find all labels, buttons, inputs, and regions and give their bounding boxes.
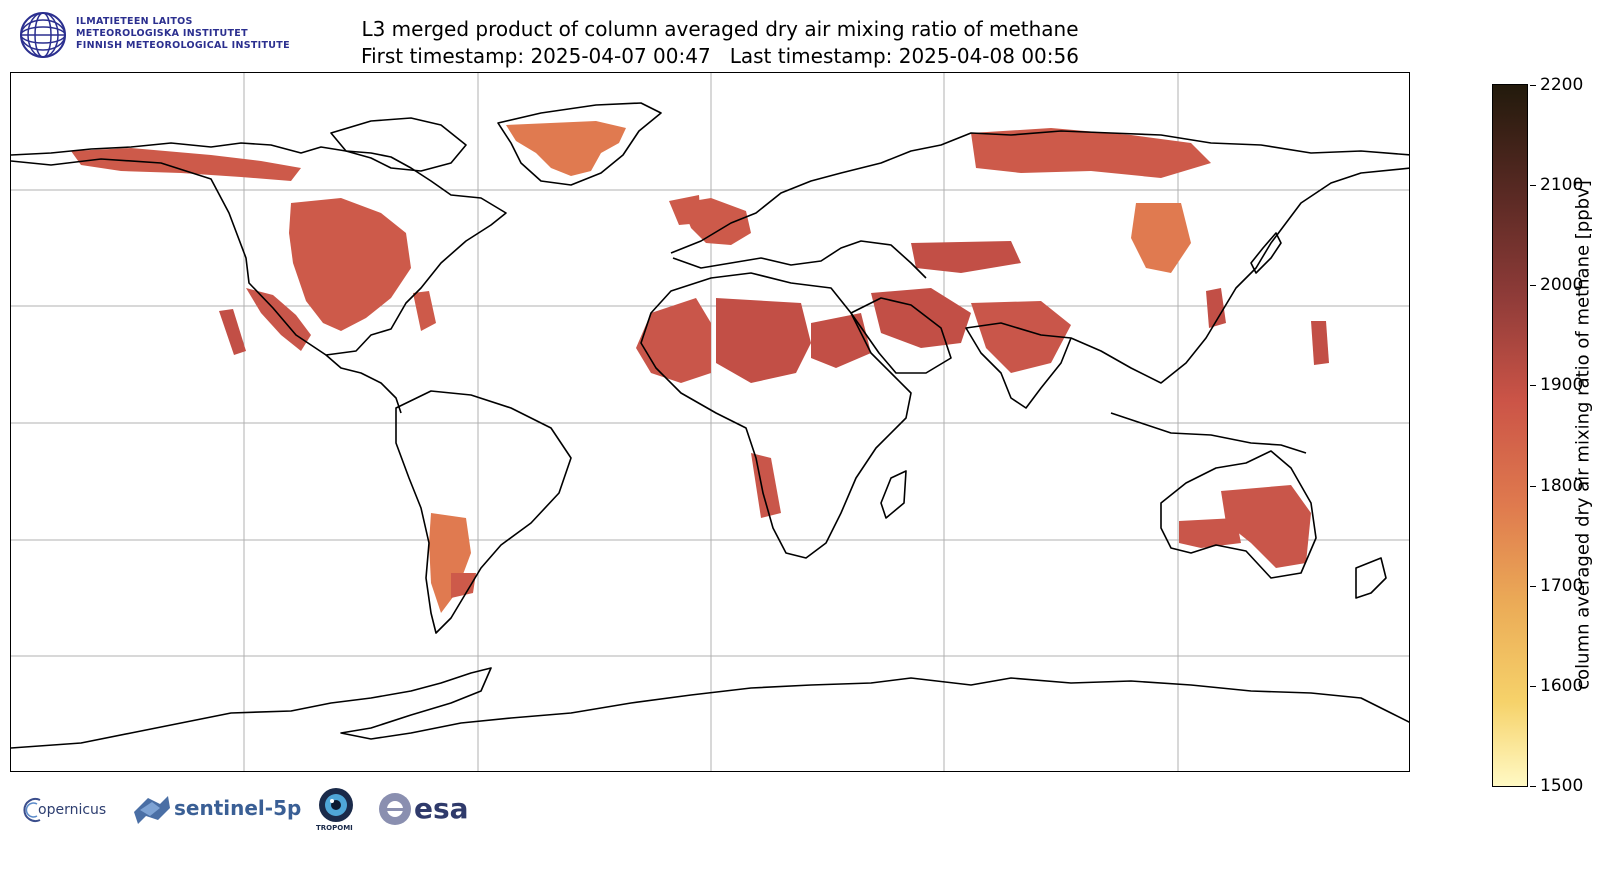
data-south-america [429,513,471,613]
colorbar-tick-label: 2100 [1540,175,1584,195]
coast-south-america [395,390,572,634]
footer-logos: opernicus sentinel-5p TROPOMI esa [20,788,500,850]
data-india [971,301,1071,373]
colorbar-tick [1530,185,1536,186]
data-east-africa [751,453,781,518]
data-canada-north [71,148,301,181]
data-australia [1221,485,1311,568]
coast-india [965,322,1072,409]
coast-antarctica [11,667,1409,749]
data-greenland [506,121,626,176]
fmi-name-swedish: METEOROLOGISKA INSTITUTET [76,28,248,39]
map-timestamps: First timestamp: 2025-04-07 00:47 Last t… [361,44,1079,68]
satellite-icon [134,796,170,824]
colorbar-tick-label: 1900 [1540,375,1584,395]
colorbar-tick [1530,686,1536,687]
data-pacific-strip [1311,321,1329,365]
fmi-logo: ILMATIETEEN LAITOS METEOROLOGISKA INSTIT… [18,10,298,62]
fmi-name-english: FINNISH METEOROLOGICAL INSTITUTE [76,40,290,51]
colorbar-tick [1530,285,1536,286]
colorbar-tick-label: 1600 [1540,676,1584,696]
colorbar-tick-label: 2000 [1540,275,1584,295]
data-central-asia [911,241,1021,273]
coast-arabia [850,297,952,374]
coast-australia [1160,450,1317,579]
colorbar-tick-label: 2200 [1540,75,1584,95]
coast-arctic-islands [330,117,467,172]
sentinel-5p-text: sentinel-5p [174,796,302,820]
tropomi-eye-icon [319,788,353,822]
data-caribbean [413,291,436,331]
esa-globe-icon [379,793,411,825]
gridlines [11,73,1409,771]
map-canvas [11,73,1409,771]
data-china [1131,203,1191,273]
colorbar-label: column averaged dry air mixing ratio of … [1572,180,1594,690]
coast-greenland [497,102,662,186]
data-australia-south [1179,518,1241,548]
colorbar-tick-label: 1700 [1540,576,1584,596]
data-sahara-east [811,313,871,368]
coast-new-zealand [1355,557,1387,599]
data-north-america [289,198,411,331]
colorbar-tick [1530,85,1536,86]
data-sahara-central [716,298,811,383]
coast-indonesia [1110,412,1307,454]
fmi-globe-icon [20,12,66,58]
coast-europe [670,130,1409,254]
coast-east-asia [1070,167,1409,384]
colorbar-tick-label: 1500 [1540,776,1584,796]
data-southeast-asia [1206,288,1226,328]
esa-logo: esa [378,792,478,830]
map-title: L3 merged product of column averaged dry… [361,17,1079,41]
coast-japan [1250,232,1282,274]
coast-mediterranean [672,240,927,279]
colorbar-tick [1530,786,1536,787]
data-sa-north [451,573,476,598]
copernicus-logo: opernicus [20,796,110,826]
colorbar [1492,84,1528,787]
sentinel-5p-logo: sentinel-5p [130,790,302,830]
colorbar-tick [1530,486,1536,487]
tropomi-text: TROPOMI [316,824,353,832]
colorbar-tick [1530,385,1536,386]
copernicus-text: opernicus [38,802,107,818]
coast-africa [640,272,912,559]
fmi-name-finnish: ILMATIETEEN LAITOS [76,16,193,27]
colorbar-tick [1530,586,1536,587]
esa-text: esa [414,792,469,825]
data-siberia [971,128,1211,178]
coast-north-america [11,142,507,356]
data-uk [669,195,701,225]
data-sahara-west [636,298,711,383]
coastlines [11,102,1409,749]
data-middle-east [871,288,971,348]
coast-madagascar [880,470,907,519]
tropomi-logo: TROPOMI [314,786,358,836]
coast-central-america [325,354,402,414]
data-mexico [246,288,311,351]
data-baja-strip [219,309,246,355]
world-map [10,72,1410,772]
colorbar-tick-label: 1800 [1540,476,1584,496]
methane-data [71,121,1329,613]
copernicus-c-icon [23,798,41,822]
